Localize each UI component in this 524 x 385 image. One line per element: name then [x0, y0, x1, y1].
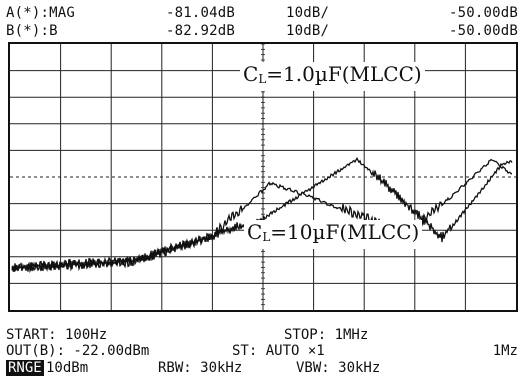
footer-row-2: OUT(B): -22.00dBm ST: AUTO ×1 1Mz — [6, 343, 518, 359]
trace-1uf-line — [11, 156, 513, 273]
output-level: OUT(B): -22.00dBm — [6, 343, 150, 359]
stop-frequency: STOP: 1MHz — [284, 327, 369, 343]
trace-a-scale: 10dB/ — [286, 5, 330, 21]
video-bandwidth: VBW: 30kHz — [296, 360, 381, 376]
stop-frequency-short: 1Mz — [492, 343, 518, 359]
trace-b-label: B(*):B — [6, 23, 58, 39]
footer-row-3: RNGE 10dBm RBW: 30kHz VBW: 30kHz — [6, 360, 518, 376]
annotation-1uf-prefix: C — [243, 62, 259, 86]
annotation-1uf-sub: L — [258, 72, 267, 86]
trace-b-header: B(*):B -82.92dB 10dB/ -50.00dB — [6, 22, 518, 40]
plot-grid — [10, 44, 516, 310]
plot-area — [8, 42, 518, 312]
trace-b-ref-level: -50.00dB — [448, 23, 518, 39]
trace-a-header: A(*):MAG -81.04dB 10dB/ -50.00dB — [6, 4, 518, 22]
sweep-time: ST: AUTO ×1 — [232, 343, 325, 359]
annotation-1uf: CL=1.0µF(MLCC) — [240, 62, 425, 91]
plot-traces — [11, 156, 513, 274]
trace-plot — [10, 44, 516, 310]
start-frequency: START: 100Hz — [6, 327, 108, 343]
range-value: 10dBm — [46, 360, 89, 376]
resolution-bandwidth: RBW: 30kHz — [158, 360, 243, 376]
footer-row-1: START: 100Hz STOP: 1MHz — [6, 327, 518, 343]
trace-a-marker-value: -81.04dB — [166, 5, 236, 21]
trace-a-label: A(*):MAG — [6, 5, 76, 21]
trace-a-ref-level: -50.00dB — [448, 5, 518, 21]
range-button[interactable]: RNGE — [6, 360, 44, 376]
annotation-10uf: CL=10µF(MLCC) — [244, 220, 423, 249]
annotation-1uf-text: =1.0µF(MLCC) — [266, 62, 422, 86]
annotation-10uf-sub: L — [262, 230, 271, 244]
annotation-10uf-prefix: C — [247, 220, 263, 244]
trace-10uf-line — [11, 158, 512, 274]
annotation-10uf-text: =10µF(MLCC) — [270, 220, 420, 244]
trace-b-marker-value: -82.92dB — [166, 23, 236, 39]
trace-b-scale: 10dB/ — [286, 23, 330, 39]
